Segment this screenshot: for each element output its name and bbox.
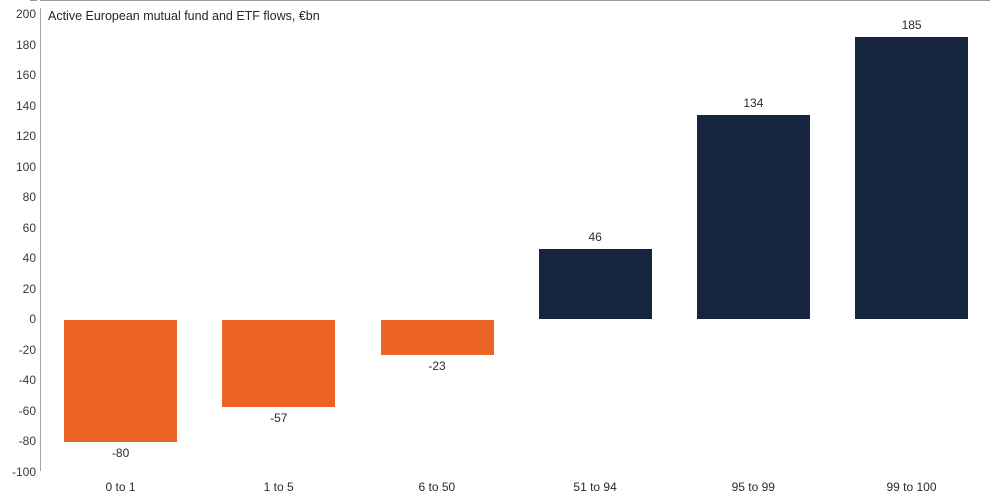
y-tick-label: -60 [18, 403, 36, 418]
data-label: 134 [743, 95, 764, 110]
y-tick-label: 200 [15, 7, 36, 21]
bar-95-to-99 [696, 114, 810, 319]
y-tick-label: 140 [15, 98, 36, 113]
x-category-label: 6 to 50 [418, 480, 456, 494]
bar-6-to-50 [380, 320, 494, 356]
data-label: -80 [111, 446, 130, 460]
x-category-label: 95 to 99 [731, 480, 775, 494]
y-tick-label: 80 [22, 190, 36, 204]
bar-51-to-94 [538, 248, 652, 319]
zero-tick-mark [30, 0, 37, 1]
x-category-label: 0 to 1 [105, 480, 136, 494]
y-tick-label: -40 [18, 373, 36, 387]
bar-99-to-100 [855, 36, 969, 319]
y-tick-label: -80 [18, 434, 36, 448]
y-tick-label: 180 [15, 37, 36, 52]
y-axis-line [40, 8, 41, 471]
data-label: -57 [270, 410, 288, 425]
y-tick-label: 40 [22, 251, 36, 265]
y-tick-label: 160 [15, 68, 36, 82]
bar-1-to-5 [222, 320, 336, 407]
x-category-label: 1 to 5 [263, 480, 294, 494]
data-label: -23 [428, 359, 446, 374]
bar-0-to-1 [64, 320, 178, 442]
y-tick-label: 0 [29, 312, 36, 326]
x-category-label: 51 to 94 [573, 480, 617, 494]
y-tick-label: 20 [22, 281, 36, 296]
data-label: 46 [588, 229, 602, 244]
y-tick-label: -100 [11, 464, 36, 479]
data-label: 185 [901, 17, 922, 32]
y-tick-label: 120 [15, 129, 36, 143]
y-tick-label: 100 [15, 159, 36, 174]
x-category-label: 99 to 100 [886, 480, 937, 494]
y-tick-label: -20 [18, 342, 36, 357]
zero-baseline [40, 0, 990, 1]
y-tick-label: 60 [22, 220, 36, 235]
chart-title: Active European mutual fund and ETF flow… [48, 9, 320, 23]
